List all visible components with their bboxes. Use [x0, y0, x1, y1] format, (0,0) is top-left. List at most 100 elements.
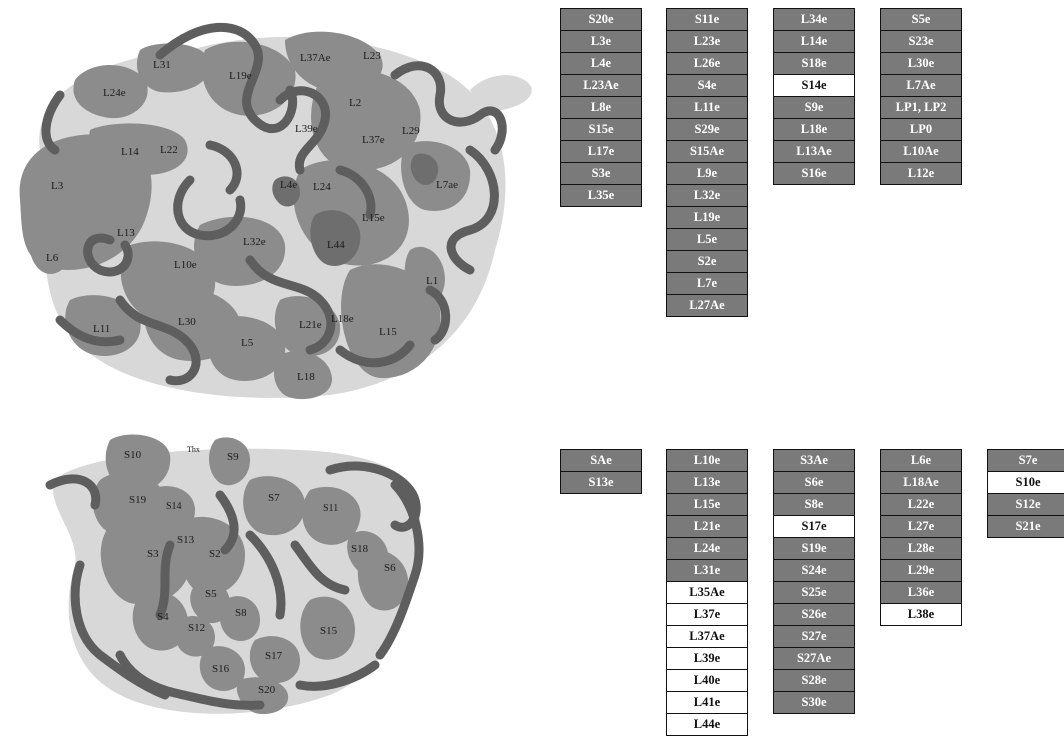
protein-name-cell: L13Ae: [773, 140, 855, 163]
protein-name-cell: S9e: [773, 96, 855, 119]
label-l6: L6: [46, 252, 59, 264]
protein-name-cell: S20e: [560, 8, 642, 31]
protein-name-cell: L18e: [773, 118, 855, 141]
label-s6: S6: [384, 562, 396, 574]
label-l4e: L4e: [280, 179, 297, 191]
protein-name-cell: LP1, LP2: [880, 96, 962, 119]
protein-name-cell: L35e: [560, 184, 642, 207]
small-subunit-column-5: S7e S10e S12e S21e: [987, 449, 1064, 538]
protein-name-cell: L7e: [666, 272, 748, 295]
label-l21e: L21e: [299, 319, 322, 331]
label-s10: S10: [124, 449, 142, 461]
protein-name-cell: L40e: [666, 669, 748, 692]
label-l29: L29: [402, 125, 420, 137]
protein-name-cell: L7Ae: [880, 74, 962, 97]
label-l19e: L19e: [229, 70, 252, 82]
protein-name-cell: L17e: [560, 140, 642, 163]
protein-name-cell: S6e: [773, 471, 855, 494]
protein-name-cell: L10Ae: [880, 140, 962, 163]
protein-name-cell: S3Ae: [773, 449, 855, 472]
label-s14: S14: [166, 501, 182, 512]
label-s2: S2: [209, 548, 221, 560]
protein-name-cell: L39e: [666, 647, 748, 670]
label-l30: L30: [178, 316, 196, 328]
label-s7: S7: [268, 492, 280, 504]
label-l13: L13: [117, 227, 135, 239]
protein-name-cell: S8e: [773, 493, 855, 516]
label-s4: S4: [157, 611, 169, 623]
large-subunit-dark-proteins: [272, 153, 439, 266]
small-subunit-column-4: L6e L18Ae L22e L27e L28e L29e L36e L38e: [880, 449, 962, 626]
protein-name-cell: S15e: [560, 118, 642, 141]
protein-name-cell: S18e: [773, 52, 855, 75]
protein-name-cell: S11e: [666, 8, 748, 31]
protein-name-cell: S19e: [773, 537, 855, 560]
protein-name-cell: L37Ae: [666, 625, 748, 648]
protein-name-cell: S24e: [773, 559, 855, 582]
protein-name-cell: S27Ae: [773, 647, 855, 670]
protein-name-cell: L6e: [880, 449, 962, 472]
protein-name-cell: S3e: [560, 162, 642, 185]
label-s20: S20: [258, 684, 276, 696]
label-l5: L5: [241, 337, 254, 349]
label-l1: L1: [426, 275, 438, 287]
label-s5: S5: [205, 588, 217, 600]
protein-name-cell: SAe: [560, 449, 642, 472]
protein-name-cell: S16e: [773, 162, 855, 185]
label-l37e: L37e: [362, 134, 385, 146]
label-l23: L23: [363, 50, 381, 62]
protein-name-cell: L21e: [666, 515, 748, 538]
protein-name-cell: L15e: [666, 493, 748, 516]
small-subunit-structure: S10 Thx S9 S19 S14 S7 S11 S13 S3 S2 S18 …: [45, 434, 424, 715]
protein-name-cell: L37e: [666, 603, 748, 626]
label-s8: S8: [235, 607, 247, 619]
protein-name-cell: L34e: [773, 8, 855, 31]
protein-name-cell: L36e: [880, 581, 962, 604]
protein-name-cell: L19e: [666, 206, 748, 229]
label-s9: S9: [227, 451, 239, 463]
protein-name-cell: S2e: [666, 250, 748, 273]
protein-name-cell: L5e: [666, 228, 748, 251]
label-l7ae: L7ae: [436, 179, 458, 191]
protein-name-cell: L23e: [666, 30, 748, 53]
label-l24e: L24e: [103, 87, 126, 99]
large-subunit-column-3: L34e L14e S18e S14e S9e L18e L13Ae S16e: [773, 8, 855, 185]
protein-name-cell: L31e: [666, 559, 748, 582]
label-l37ae: L37Ae: [300, 52, 331, 64]
label-l15: L15: [379, 326, 397, 338]
label-l2: L2: [349, 97, 361, 109]
label-l11: L11: [93, 323, 110, 335]
label-l18e: L18e: [331, 313, 354, 325]
protein-name-cell: S27e: [773, 625, 855, 648]
protein-name-cell: S21e: [987, 515, 1064, 538]
label-l15e: L15e: [362, 212, 385, 224]
protein-name-cell: S14e: [773, 74, 855, 97]
protein-name-cell: S26e: [773, 603, 855, 626]
protein-name-cell: S17e: [773, 515, 855, 538]
large-subunit-column-2: S11e L23e L26e S4e L11e S29e S15Ae L9e L32e L19e L…: [666, 8, 748, 317]
protein-name-cell: S7e: [987, 449, 1064, 472]
protein-name-cell: L38e: [880, 603, 962, 626]
label-s13: S13: [177, 534, 195, 546]
label-l14: L14: [121, 146, 139, 158]
small-subunit-column-2: L10e L13e L15e L21e L24e L31e L35Ae L37e L37Ae L3…: [666, 449, 748, 736]
protein-name-cell: S30e: [773, 691, 855, 714]
protein-name-cell: S13e: [560, 471, 642, 494]
protein-name-cell: LP0: [880, 118, 962, 141]
large-subunit-column-1: S20e L3e L4e L23Ae L8e S15e L17e S3e L35e: [560, 8, 642, 207]
large-subunit-labels: L31 L37Ae L23 L24e L19e L2 L39e L37e L29…: [46, 50, 458, 383]
protein-name-cell: L26e: [666, 52, 748, 75]
label-s17: S17: [265, 650, 283, 662]
protein-name-cell: L13e: [666, 471, 748, 494]
protein-name-cell: L14e: [773, 30, 855, 53]
protein-name-cell: S28e: [773, 669, 855, 692]
protein-name-cell: S29e: [666, 118, 748, 141]
protein-name-cell: S25e: [773, 581, 855, 604]
protein-name-cell: S10e: [987, 471, 1064, 494]
protein-name-cell: L3e: [560, 30, 642, 53]
label-l39e: L39e: [295, 123, 318, 135]
label-l18: L18: [297, 371, 315, 383]
protein-name-cell: L27e: [880, 515, 962, 538]
label-l3: L3: [51, 180, 64, 192]
